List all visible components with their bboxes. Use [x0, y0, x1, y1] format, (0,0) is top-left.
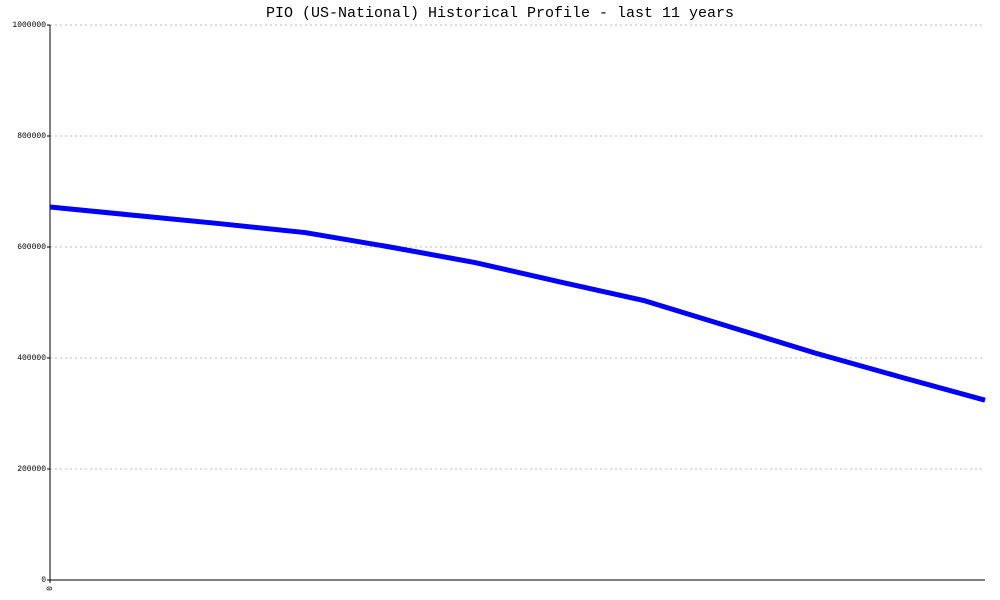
y-tick-label: 0	[41, 576, 46, 585]
chart-title: PIO (US-National) Historical Profile - l…	[266, 5, 734, 22]
y-tick-label: 600000	[17, 243, 46, 252]
y-tick-label: 400000	[17, 354, 46, 363]
y-tick-label: 1000000	[12, 21, 46, 30]
y-tick-label: 800000	[17, 132, 46, 141]
y-tick-label: 200000	[17, 465, 46, 474]
x-tick-label: 0	[46, 586, 55, 591]
line	[49, 204, 986, 403]
